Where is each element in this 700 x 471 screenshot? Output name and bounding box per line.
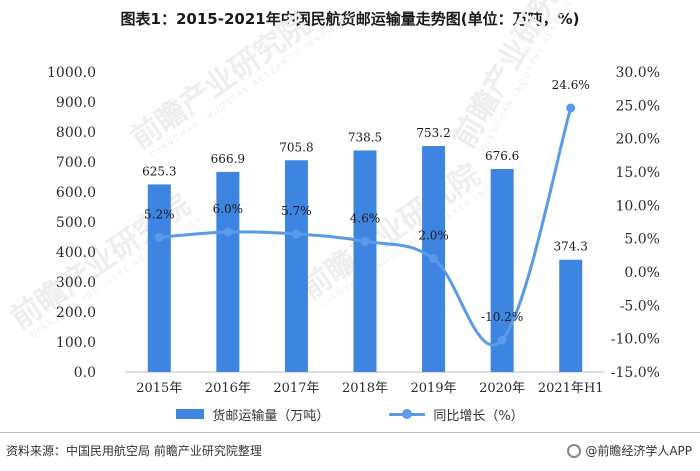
line-value-label: 5.7% bbox=[281, 204, 312, 218]
legend-line-label: 同比增长（%） bbox=[433, 408, 524, 424]
y-right-tick-label: 30.0% bbox=[616, 65, 660, 81]
bar bbox=[353, 150, 377, 372]
line-value-label: -10.2% bbox=[481, 310, 523, 324]
line-point bbox=[566, 103, 576, 113]
legend-bar-label: 货邮运输量（万吨） bbox=[212, 408, 330, 424]
y-right-tick-label: -10.0% bbox=[611, 332, 660, 348]
y-right-tick-label: 15.0% bbox=[616, 165, 660, 181]
watermark-text: 前瞻产业研究院 bbox=[125, 7, 317, 156]
line-value-label: 2.0% bbox=[418, 229, 449, 243]
y-left-tick-label: 800.0 bbox=[56, 125, 96, 141]
y-left-tick-label: 200.0 bbox=[56, 305, 96, 321]
bar-value-label: 625.3 bbox=[142, 164, 176, 178]
watermark-subtext: QIANZHAN INDUSTRY RESEARCH INSTITUTE bbox=[149, 10, 357, 159]
y-left-tick-label: 700.0 bbox=[56, 155, 96, 171]
line-point bbox=[360, 236, 370, 246]
line-point bbox=[291, 229, 301, 239]
source-note: 资料来源：中国民用航空局 前瞻产业研究院整理 bbox=[6, 444, 262, 458]
line-value-label: 24.6% bbox=[552, 78, 590, 92]
bar bbox=[559, 259, 583, 372]
x-tick-label: 2021年H1 bbox=[538, 381, 604, 396]
y-left-tick-label: 100.0 bbox=[56, 335, 96, 351]
chart-title: 图表1：2015-2021年中国民航货邮运输量走势图(单位：万吨，%) bbox=[120, 10, 580, 28]
line-point bbox=[429, 254, 439, 264]
legend-item-line: 同比增长（%） bbox=[389, 405, 524, 424]
y-right-tick-label: 0.0% bbox=[624, 265, 660, 281]
x-tick-label: 2015年 bbox=[136, 381, 182, 396]
bar-layer bbox=[147, 146, 583, 372]
bar-value-label: 705.8 bbox=[279, 140, 313, 154]
y-right-tick-label: 10.0% bbox=[616, 198, 660, 214]
legend-bar-swatch bbox=[176, 409, 205, 419]
growth-line bbox=[159, 107, 573, 347]
y-left-tick-label: 500.0 bbox=[56, 215, 96, 231]
bar-value-label: 374.3 bbox=[554, 240, 588, 254]
x-tick-label: 2019年 bbox=[411, 381, 457, 396]
y-left-tick-label: 400.0 bbox=[56, 245, 96, 261]
line-point bbox=[223, 227, 233, 237]
legend: 货邮运输量（万吨） 同比增长（%） bbox=[0, 402, 700, 426]
bar-value-label: 753.2 bbox=[416, 126, 450, 140]
bar-value-label: 676.6 bbox=[485, 149, 519, 163]
line-value-label: 4.6% bbox=[350, 211, 381, 225]
legend-item-bars: 货邮运输量（万吨） bbox=[176, 405, 329, 424]
footer-divider bbox=[0, 432, 700, 433]
y-right-tick-label: -15.0% bbox=[611, 365, 660, 381]
line-point bbox=[154, 232, 164, 242]
legend-line-swatch bbox=[389, 408, 426, 420]
y-right-tick-label: 5.0% bbox=[624, 232, 660, 248]
y-right-tick-label: 20.0% bbox=[616, 132, 660, 148]
y-left-tick-label: 300.0 bbox=[56, 275, 96, 291]
line-point bbox=[497, 335, 507, 345]
brand-text: @前瞻经济学人APP bbox=[585, 444, 692, 458]
line-value-label: 6.0% bbox=[213, 202, 244, 216]
brand-logo-icon bbox=[567, 443, 582, 458]
y-right-tick-label: -5.0% bbox=[620, 298, 660, 314]
y-right-tick-label: 25.0% bbox=[616, 98, 660, 114]
y-left-tick-label: 1000.0 bbox=[47, 65, 96, 81]
x-tick-label: 2020年 bbox=[479, 381, 525, 396]
axis-layer: 0.0 100.0 200.0 300.0 400.0 500.0 600.0 700.0 80… bbox=[47, 65, 660, 396]
line-value-label: 5.2% bbox=[144, 207, 175, 221]
label-layer: 625.3 666.9 705.8 738.5 753.2 676.6 374.3 5.2% 6… bbox=[142, 78, 590, 324]
x-tick-label: 2017年 bbox=[273, 381, 319, 396]
x-tick-label: 2018年 bbox=[342, 381, 388, 396]
bar bbox=[147, 184, 171, 372]
line-layer bbox=[154, 103, 576, 347]
watermark-text: 前瞻产业研究院 bbox=[295, 157, 487, 306]
bar bbox=[216, 171, 240, 372]
y-left-tick-label: 600.0 bbox=[56, 185, 96, 201]
y-left-tick-label: 900.0 bbox=[56, 95, 96, 111]
bar-value-label: 738.5 bbox=[348, 130, 382, 144]
legend-line-marker bbox=[402, 409, 413, 419]
x-tick-label: 2016年 bbox=[205, 381, 251, 396]
y-left-tick-label: 0.0 bbox=[74, 365, 96, 381]
bar bbox=[490, 169, 514, 372]
brand-credit: @前瞻经济学人APP bbox=[567, 442, 692, 459]
bar bbox=[284, 160, 308, 372]
bar-value-label: 666.9 bbox=[211, 152, 245, 166]
